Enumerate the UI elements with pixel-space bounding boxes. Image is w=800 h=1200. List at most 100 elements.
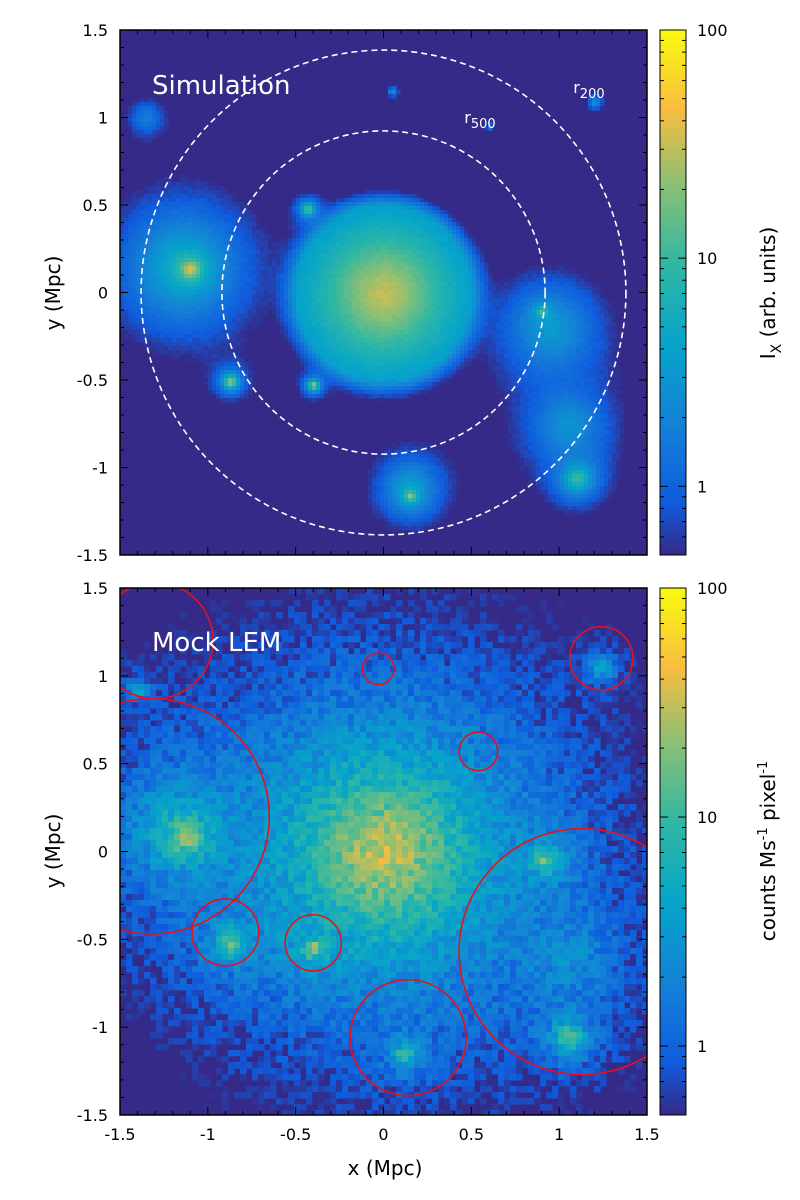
simulation-heatmap-cell [364,282,369,287]
simulation-heatmap-cell [368,242,373,247]
simulation-heatmap-cell [496,330,501,335]
simulation-heatmap-cell [136,190,141,195]
simulation-heatmap-cell [156,242,161,247]
simulation-heatmap-cell [544,382,549,387]
simulation-heatmap-cell [376,278,381,283]
simulation-heatmap-cell [592,362,597,367]
simulation-heatmap-cell [452,294,457,299]
simulation-heatmap-cell [120,286,125,291]
simulation-heatmap-cell [480,298,485,303]
simulation-heatmap-cell [180,282,185,287]
simulation-heatmap-cell [536,366,541,371]
simulation-heatmap-cell [136,126,141,131]
simulation-heatmap-cell [228,210,233,215]
simulation-heatmap-cell [128,290,133,295]
simulation-heatmap-cell [484,286,489,291]
simulation-heatmap-cell [340,330,345,335]
simulation-heatmap-cell [496,294,501,299]
simulation-heatmap-cell [444,242,449,247]
simulation-heatmap-cell [580,278,585,283]
simulation-heatmap-cell [428,310,433,315]
simulation-heatmap-cell [376,214,381,219]
simulation-heatmap-cell [488,298,493,303]
simulation-heatmap-cell [340,258,345,263]
simulation-heatmap-cell [520,374,525,379]
simulation-heatmap-cell [396,386,401,391]
simulation-heatmap-cell [312,274,317,279]
simulation-heatmap-cell [596,366,601,371]
simulation-heatmap-cell [216,222,221,227]
simulation-heatmap-cell [420,310,425,315]
simulation-heatmap-cell [496,314,501,319]
simulation-heatmap-cell [424,206,429,211]
simulation-heatmap-cell [160,338,165,343]
simulation-heatmap-cell [160,266,165,271]
simulation-heatmap-cell [324,314,329,319]
simulation-heatmap-cell [372,366,377,371]
simulation-heatmap-cell [172,218,177,223]
simulation-heatmap-cell [472,318,477,323]
simulation-heatmap-cell [532,334,537,339]
simulation-heatmap-cell [388,358,393,363]
simulation-heatmap-cell [496,306,501,311]
simulation-heatmap-cell [156,274,161,279]
simulation-heatmap-cell [224,274,229,279]
simulation-heatmap-cell [168,206,173,211]
simulation-heatmap-cell [536,306,541,311]
simulation-heatmap-cell [256,258,261,263]
simulation-heatmap-cell [320,386,325,391]
simulation-heatmap-cell [500,294,505,299]
simulation-heatmap-cell [120,222,125,227]
simulation-heatmap-cell [596,290,601,295]
simulation-heatmap-cell [232,222,237,227]
simulation-heatmap-cell [256,242,261,247]
simulation-heatmap-cell [276,250,281,255]
simulation-heatmap-cell [192,250,197,255]
simulation-heatmap-cell [212,314,217,319]
simulation-heatmap-cell [176,230,181,235]
simulation-heatmap-cell [144,334,149,339]
simulation-heatmap-cell [152,118,157,123]
simulation-heatmap-cell [400,262,405,267]
simulation-heatmap-cell [508,318,513,323]
simulation-heatmap-cell [536,378,541,383]
simulation-heatmap-cell [520,358,525,363]
simulation-heatmap-cell [584,330,589,335]
simulation-heatmap-cell [528,358,533,363]
simulation-heatmap-cell [304,278,309,283]
simulation-heatmap-cell [248,322,253,327]
simulation-heatmap-cell [224,390,229,395]
simulation-heatmap-cell [184,230,189,235]
simulation-heatmap-cell [416,346,421,351]
simulation-heatmap-cell [284,258,289,263]
simulation-heatmap-cell [428,306,433,311]
simulation-heatmap-cell [356,222,361,227]
simulation-heatmap-cell [556,330,561,335]
simulation-heatmap-cell [188,198,193,203]
simulation-heatmap-cell [328,354,333,359]
simulation-heatmap-cell [524,270,529,275]
simulation-heatmap-cell [412,346,417,351]
simulation-heatmap-cell [160,314,165,319]
simulation-heatmap-cell [592,358,597,363]
simulation-heatmap-cell [284,302,289,307]
simulation-heatmap-cell [556,298,561,303]
simulation-heatmap-cell [448,318,453,323]
simulation-heatmap-cell [352,258,357,263]
simulation-heatmap-cell [392,302,397,307]
simulation-heatmap-cell [156,250,161,255]
simulation-heatmap-cell [340,250,345,255]
simulation-heatmap-cell [544,294,549,299]
simulation-heatmap-cell [128,122,133,127]
simulation-heatmap-cell [260,310,265,315]
simulation-heatmap-cell [216,358,221,363]
simulation-heatmap-cell [596,286,601,291]
simulation-heatmap-cell [248,298,253,303]
simulation-heatmap-cell [480,334,485,339]
simulation-heatmap-cell [524,310,529,315]
simulation-heatmap-cell [608,338,613,343]
simulation-heatmap-cell [152,222,157,227]
simulation-heatmap-cell [576,330,581,335]
simulation-heatmap-cell [184,330,189,335]
simulation-heatmap-cell [400,254,405,259]
